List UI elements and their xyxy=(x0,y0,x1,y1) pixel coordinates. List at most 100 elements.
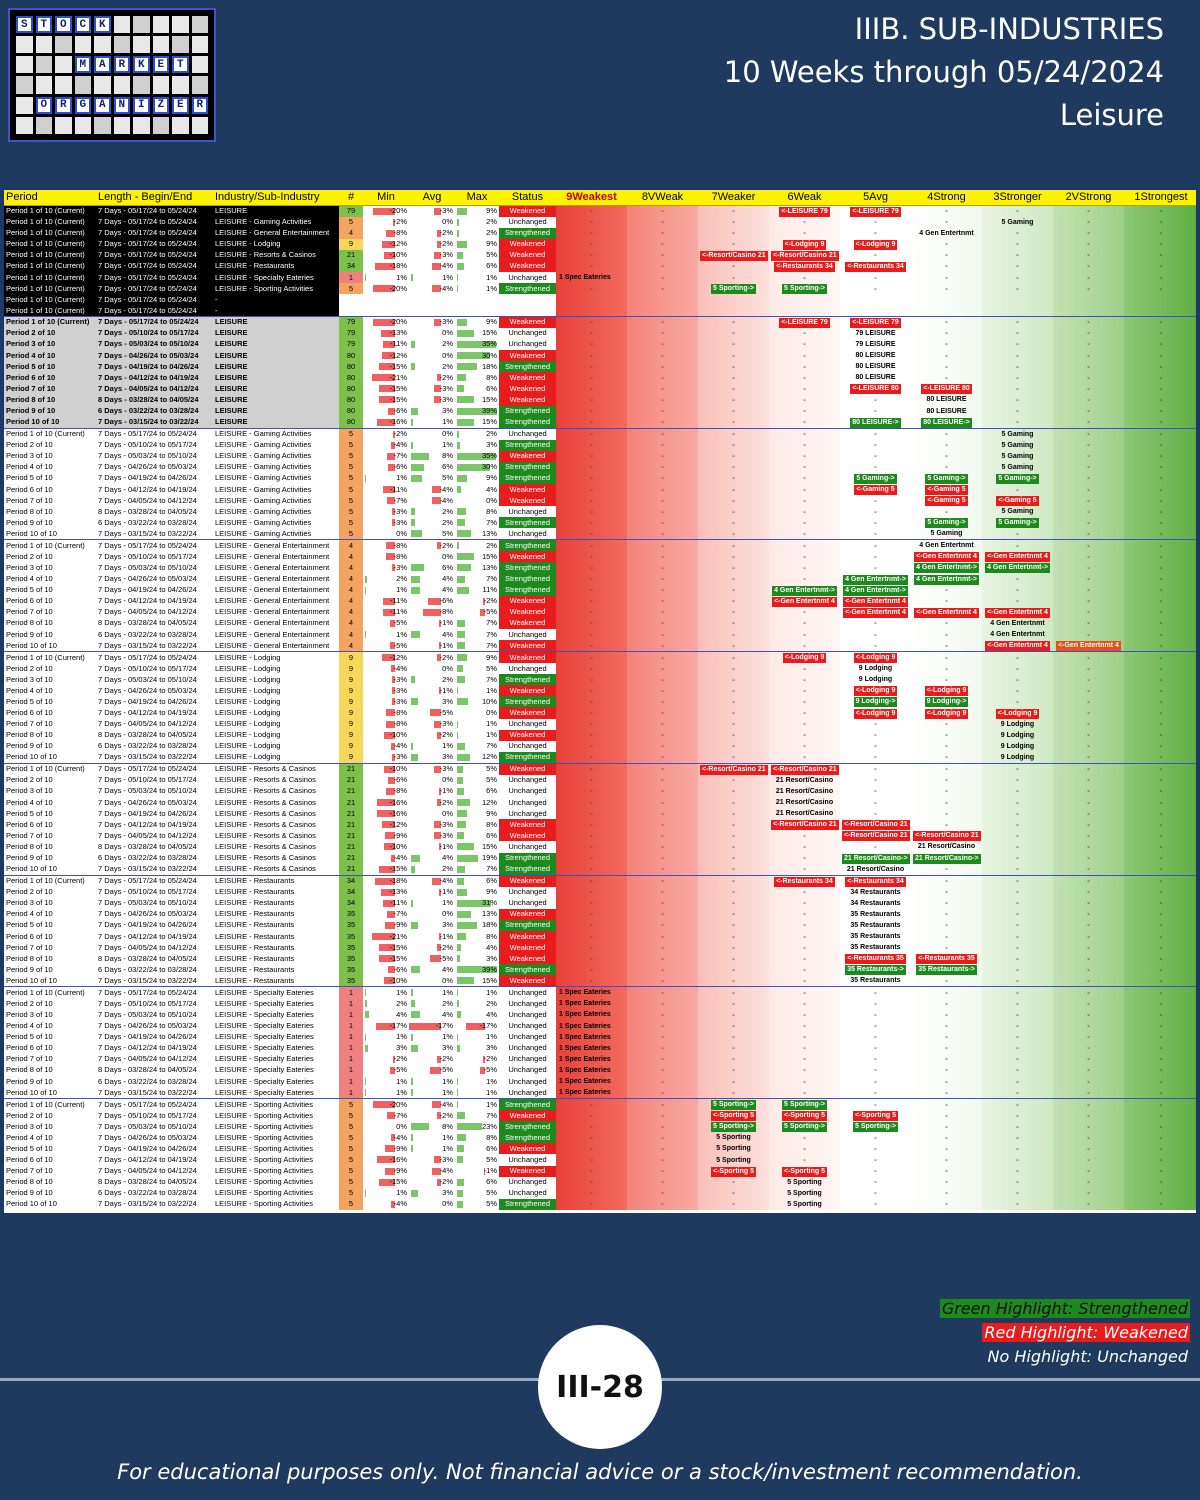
zone-cell-7: - xyxy=(698,964,769,976)
period-cell: Period 3 of 10 xyxy=(6,898,53,908)
value-text: -12% xyxy=(389,239,407,249)
value-text: -1% xyxy=(439,786,453,796)
avg-cell: -17% xyxy=(409,1021,455,1032)
period-cell: Period 1 of 10 (Current) xyxy=(4,260,96,272)
value-bar xyxy=(384,251,395,259)
length-cell: 7 Days - 03/15/24 to 03/22/24 xyxy=(96,640,213,653)
column-header: 9Weakest xyxy=(556,190,627,206)
zone-cell-9: 1 Spec Eateries xyxy=(556,986,627,999)
zone-cell-1: - xyxy=(1124,1165,1196,1177)
value-bar xyxy=(457,687,459,695)
period-cell: Period 1 of 10 (Current) xyxy=(4,238,96,250)
industry-cell: LEISURE - Resorts & Casinos xyxy=(215,808,316,818)
industry-cell: LEISURE - General Entertainment xyxy=(213,227,339,239)
count-cell: 5 xyxy=(339,1098,363,1111)
table-row: Period 9 of 10 6 Days - 03/22/24 to 03/28… xyxy=(4,629,1196,641)
industry-cell: - xyxy=(213,305,339,317)
zone-marker: <-LEISURE 79 xyxy=(850,206,901,217)
value-text: 2% xyxy=(486,429,497,439)
value-text: 1% xyxy=(396,1076,407,1086)
value-text: 1% xyxy=(442,440,453,450)
zone-cell-3: - xyxy=(982,260,1053,272)
value-bar xyxy=(432,497,441,505)
zone-marker: <-Restaurants 34 xyxy=(845,261,906,272)
max-cell: 1% xyxy=(455,1099,499,1111)
zone-cell-4: 9 Lodging-> xyxy=(911,696,982,708)
zone-cell-1: - xyxy=(1124,774,1196,786)
zone-cell-9: - xyxy=(556,763,627,775)
value-text: -10% xyxy=(389,730,407,740)
status-cell: Strengthened xyxy=(499,227,556,239)
count-cell: 4 xyxy=(339,562,363,574)
zone-cell-3: 5 Gaming xyxy=(982,461,1053,473)
period-cell: Period 9 of 10 xyxy=(6,1076,53,1086)
zone-cell-4: - xyxy=(911,651,982,664)
zone-cell-2: - xyxy=(1053,472,1124,484)
industry-cell: LEISURE - Lodging xyxy=(215,741,281,751)
max-cell: 8% xyxy=(455,931,499,942)
zone-cell-8: - xyxy=(627,964,698,976)
min-cell: -13% xyxy=(363,328,409,339)
zone-cell-1: - xyxy=(1124,1087,1196,1100)
value-bar xyxy=(438,932,441,940)
period-cell: Period 9 of 10 xyxy=(6,741,53,751)
max-cell: 4% xyxy=(455,942,499,953)
status-cell: Strengthened xyxy=(499,1198,556,1210)
min-cell: -3% xyxy=(363,751,409,764)
count-cell: 9 xyxy=(339,751,363,764)
zone-cell-1: - xyxy=(1124,875,1196,887)
zone-cell-9: - xyxy=(556,528,627,541)
value-bar xyxy=(457,485,462,493)
value-bar xyxy=(411,698,418,706)
min-cell: -7% xyxy=(363,1110,409,1121)
count-cell: 4 xyxy=(339,629,363,641)
zone-cell-2: - xyxy=(1053,316,1124,328)
zone-cell-5: <-Lodging 9 xyxy=(840,238,911,250)
value-text: 2% xyxy=(442,339,453,349)
zone-marker: 1 Spec Eateries xyxy=(559,1044,611,1052)
value-bar xyxy=(381,821,395,829)
zone-cell-3: - xyxy=(982,1121,1053,1133)
zone-cell-1: - xyxy=(1124,617,1196,629)
value-bar xyxy=(385,1167,395,1175)
zone-cell-1: - xyxy=(1124,897,1196,909)
industry-cell: LEISURE xyxy=(213,405,339,417)
title-range: 10 Weeks through 05/24/2024 xyxy=(723,55,1164,89)
table-row: Period 1 of 10 (Current) 7 Days - 05/17/2… xyxy=(4,986,1196,999)
zone-marker: 1 Spec Eateries xyxy=(559,274,611,282)
zone-cell-3: - xyxy=(982,327,1053,339)
value-text: -6% xyxy=(393,964,407,974)
zone-cell-7 xyxy=(698,305,769,317)
zone-cell-3: - xyxy=(982,1053,1053,1065)
period-cell: Period 2 of 10 xyxy=(6,663,53,673)
status-cell: Strengthened xyxy=(499,361,556,373)
zone-cell-2: - xyxy=(1053,238,1124,250)
value-text: -20% xyxy=(389,1099,407,1109)
zone-cell-8: - xyxy=(627,640,698,653)
avg-cell: -4% xyxy=(409,875,455,887)
length-cell: 7 Days - 05/10/24 to 05/17/24 xyxy=(98,440,197,450)
value-bar xyxy=(457,1189,463,1197)
zone-cell-6: - xyxy=(769,461,840,473)
zone-marker: 4 Gen Entertnmt-> xyxy=(914,574,979,585)
avg-cell: -2% xyxy=(409,652,455,664)
value-text: 3% xyxy=(486,953,497,963)
zone-cell-2: <-Gen Entertnmt 4 xyxy=(1053,640,1124,653)
status-cell: Weakened xyxy=(499,606,556,618)
period-cell: Period 4 of 10 xyxy=(6,797,53,807)
zone-cell-6: - xyxy=(769,640,840,653)
min-cell: -15% xyxy=(363,361,409,372)
zone-cell-3: - xyxy=(982,919,1053,931)
avg-cell: 6% xyxy=(409,562,455,573)
zone-marker: 34 Restaurants xyxy=(850,888,901,896)
logo-tile xyxy=(172,116,189,134)
max-cell: 3% xyxy=(455,953,499,964)
min-cell: -5% xyxy=(363,640,409,653)
value-text: -5% xyxy=(393,640,407,650)
zone-marker: <-LEISURE 79 xyxy=(850,317,901,328)
value-bar xyxy=(377,810,395,818)
zone-cell-1: - xyxy=(1124,495,1196,507)
period-cell: Period 7 of 10 xyxy=(6,830,53,840)
zone-cell-4: - xyxy=(911,1020,982,1032)
value-bar xyxy=(457,396,474,404)
